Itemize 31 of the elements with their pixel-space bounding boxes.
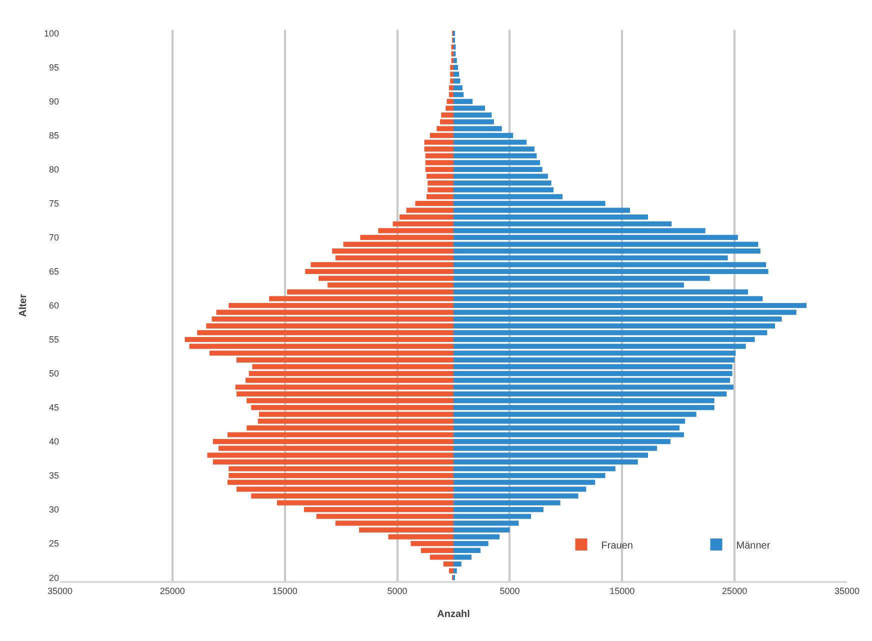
- y-tick-label: 80: [48, 164, 59, 175]
- y-tick-label: 50: [48, 368, 59, 379]
- y-tick-label: 75: [48, 198, 59, 209]
- y-tick-label: 40: [48, 436, 59, 447]
- x-tick-label: 25000: [160, 586, 185, 596]
- y-tick-label: 100: [44, 28, 59, 39]
- x-axis-title: Anzahl: [437, 608, 470, 620]
- x-tick-label: 25000: [722, 586, 748, 596]
- y-tick-label: 35: [48, 470, 59, 481]
- bar: [443, 561, 454, 567]
- y-tick-label: 25: [48, 538, 59, 549]
- y-tick-label: 20: [48, 572, 59, 583]
- legend-label: Frauen: [601, 540, 633, 552]
- x-tick-label: 35000: [834, 586, 860, 596]
- y-tick-label: 95: [48, 62, 59, 73]
- y-tick-label: 60: [48, 300, 59, 311]
- y-tick-label: 85: [48, 130, 59, 141]
- x-tick-label: 5000: [387, 586, 408, 596]
- x-tick-label: 15000: [272, 586, 298, 596]
- x-tick-label: 15000: [610, 586, 635, 596]
- y-tick-label: 65: [48, 266, 59, 277]
- y-tick-label: 55: [48, 334, 59, 345]
- bar: [454, 561, 462, 567]
- x-tick-label: 5000: [500, 586, 520, 596]
- y-axis-title: Alter: [18, 294, 29, 317]
- legend-label: Männer: [736, 540, 771, 552]
- y-tick-label: 30: [48, 504, 59, 515]
- y-tick-label: 70: [48, 232, 59, 243]
- y-tick-label: 45: [48, 402, 59, 413]
- x-tick-label: 35000: [47, 586, 73, 596]
- y-tick-label: 90: [48, 96, 59, 107]
